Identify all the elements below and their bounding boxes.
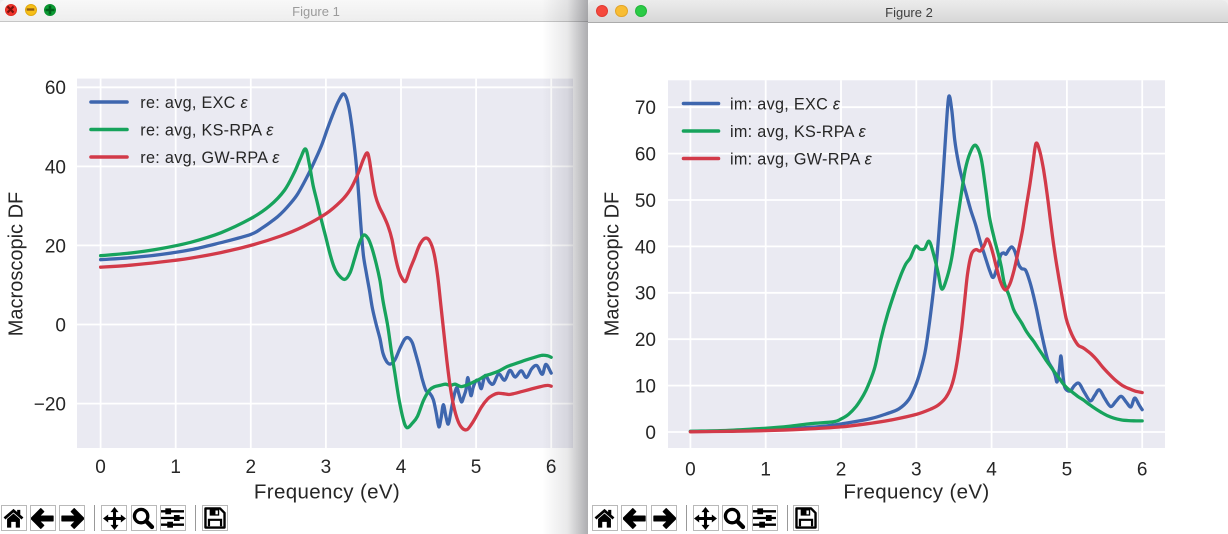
svg-text:Macroscopic DF: Macroscopic DF <box>6 192 28 336</box>
svg-text:6: 6 <box>1137 460 1148 481</box>
svg-text:3: 3 <box>321 457 332 478</box>
svg-text:0: 0 <box>55 315 66 336</box>
svg-text:0: 0 <box>95 457 106 478</box>
svg-text:Macroscopic DF: Macroscopic DF <box>602 192 624 336</box>
svg-text:20: 20 <box>635 330 656 351</box>
svg-text:re: avg, GW-RPA ε: re: avg, GW-RPA ε <box>140 149 280 167</box>
svg-text:5: 5 <box>471 457 482 478</box>
svg-text:5: 5 <box>1062 460 1073 481</box>
svg-text:40: 40 <box>45 157 66 178</box>
svg-text:1: 1 <box>170 457 181 478</box>
svg-text:6: 6 <box>546 457 557 478</box>
svg-text:Frequency (eV): Frequency (eV) <box>254 480 400 503</box>
svg-text:40: 40 <box>635 237 656 258</box>
svg-text:2: 2 <box>836 460 847 481</box>
svg-text:im: avg, KS-RPA ε: im: avg, KS-RPA ε <box>730 123 867 141</box>
svg-text:0: 0 <box>685 460 696 481</box>
svg-text:re: avg, EXC ε: re: avg, EXC ε <box>140 94 248 112</box>
svg-text:1: 1 <box>760 460 771 481</box>
svg-text:4: 4 <box>986 460 997 481</box>
svg-text:3: 3 <box>911 460 922 481</box>
svg-text:50: 50 <box>635 191 656 212</box>
svg-text:30: 30 <box>635 284 656 305</box>
svg-text:im: avg, GW-RPA ε: im: avg, GW-RPA ε <box>730 150 873 168</box>
svg-text:2: 2 <box>246 457 257 478</box>
svg-text:10: 10 <box>635 377 656 398</box>
svg-text:4: 4 <box>396 457 407 478</box>
svg-text:Frequency (eV): Frequency (eV) <box>843 480 989 503</box>
svg-text:20: 20 <box>45 236 66 257</box>
svg-text:im: avg, EXC ε: im: avg, EXC ε <box>730 95 841 113</box>
svg-text:−20: −20 <box>34 395 66 416</box>
svg-text:60: 60 <box>45 78 66 99</box>
svg-text:70: 70 <box>635 98 656 119</box>
svg-text:0: 0 <box>645 423 656 444</box>
svg-text:re: avg, KS-RPA ε: re: avg, KS-RPA ε <box>140 121 274 139</box>
svg-text:60: 60 <box>635 145 656 166</box>
